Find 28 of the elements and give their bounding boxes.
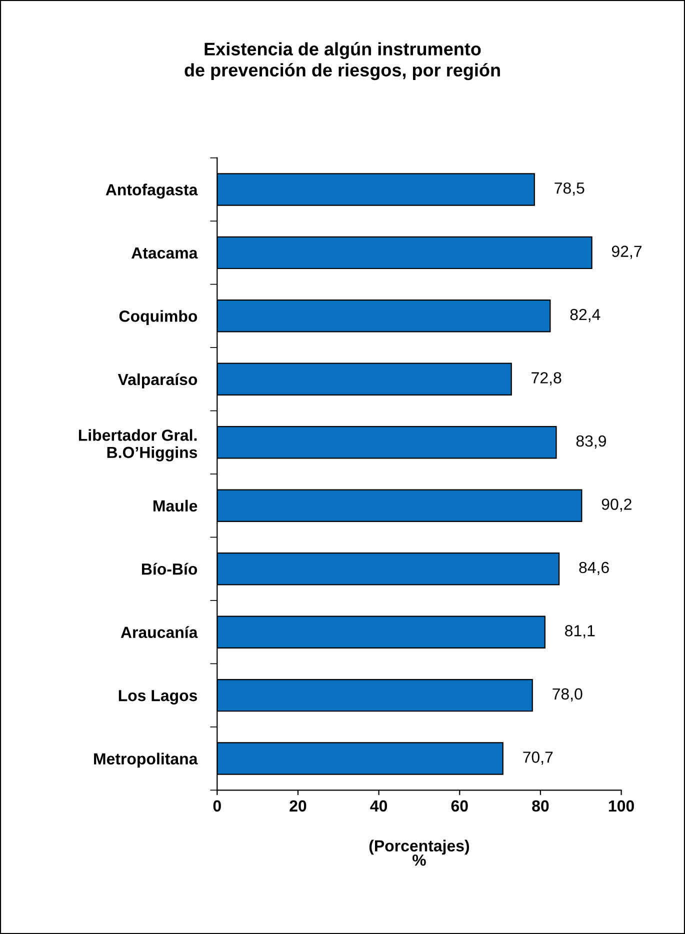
y-tick-label: Libertador Gral. B.O’Higgins (78, 429, 198, 462)
data-label: 82,4 (570, 308, 600, 322)
y-tick-label: Valparaíso (118, 373, 198, 388)
data-label: 72,8 (532, 372, 562, 386)
x-tick-label: 100 (608, 800, 634, 812)
y-tick-label: Antofagasta (106, 184, 198, 199)
y-tick-label: Metropolitana (94, 752, 198, 768)
data-label: 90,2 (602, 498, 632, 512)
x-tick-label: 60 (451, 800, 468, 812)
y-tick-label: Maule (154, 500, 198, 512)
data-label: 70,7 (523, 752, 553, 765)
x-tick-label: 20 (290, 800, 306, 812)
data-label: 83,9 (576, 435, 606, 449)
data-label: 78,0 (552, 688, 582, 702)
chart-title: Existencia de algún instrumento de prevención de riesgos, por región (184, 42, 500, 80)
y-tick-label: Araucanía (120, 626, 198, 638)
x-tick-label: 0 (213, 800, 221, 812)
data-label: 78,5 (554, 182, 584, 196)
data-label: 81,1 (565, 625, 595, 638)
x-tick-label: 80 (532, 800, 549, 812)
y-tick-label: Coquimbo (119, 310, 198, 326)
data-label: 84,6 (579, 562, 609, 576)
data-label: 92,7 (612, 246, 642, 259)
y-tick-label: Atacama (132, 247, 198, 259)
x-axis-title: (Porcentajes) % (369, 840, 470, 866)
y-tick-label: Bío-Bío (142, 562, 198, 575)
y-tick-label: Los Lagos (118, 690, 198, 704)
x-tick-label: 40 (370, 800, 388, 812)
